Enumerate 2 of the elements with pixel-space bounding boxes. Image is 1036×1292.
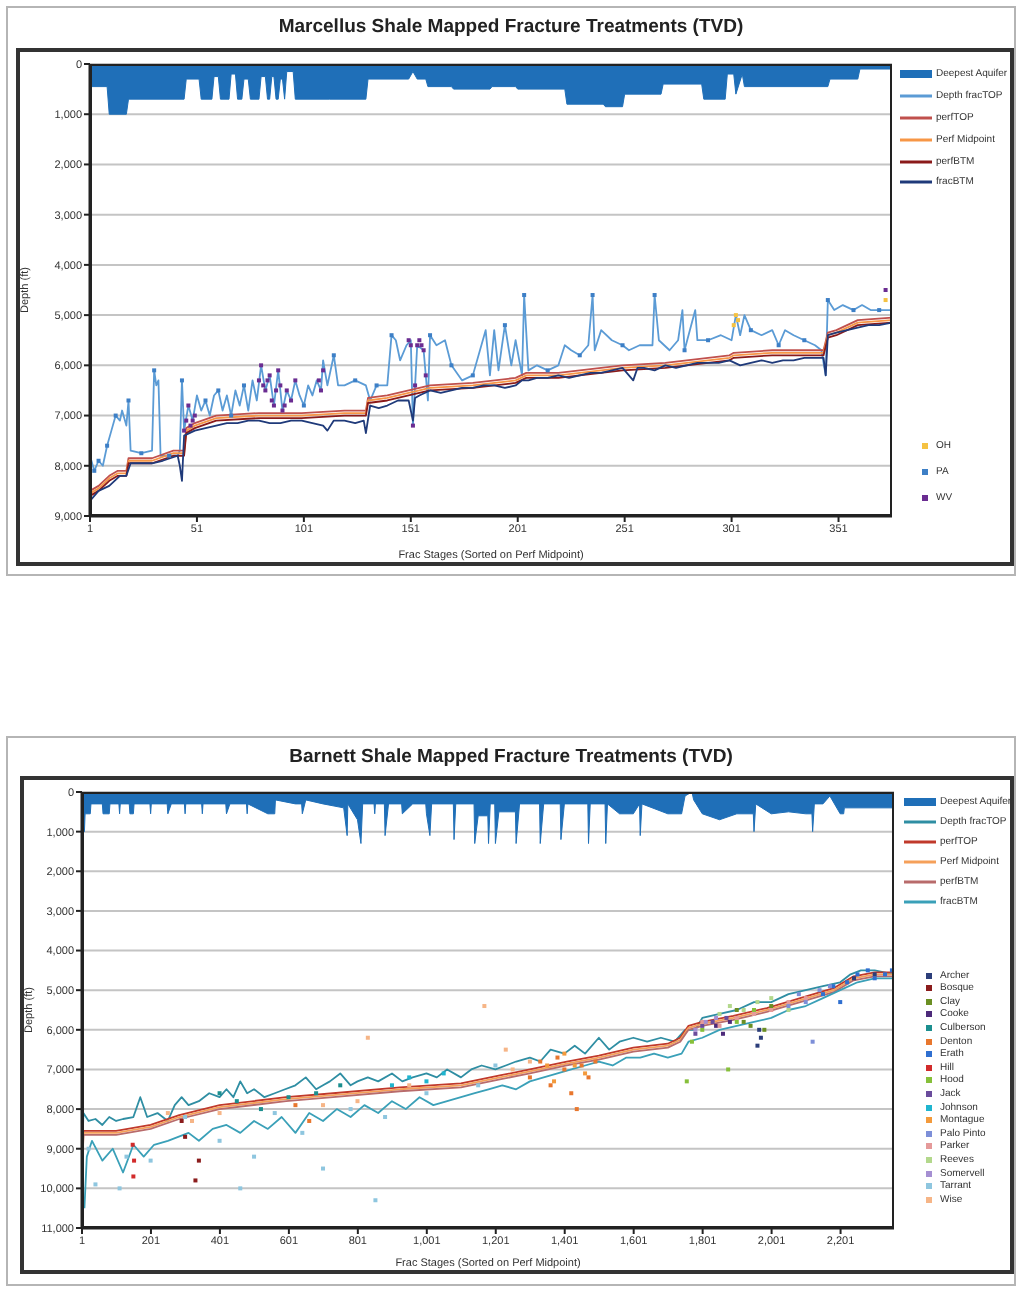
chart-title: Marcellus Shale Mapped Fracture Treatments (TVD) [276,16,746,38]
chart-title: Barnett Shale Mapped Fracture Treatments (TVD) [287,746,735,768]
